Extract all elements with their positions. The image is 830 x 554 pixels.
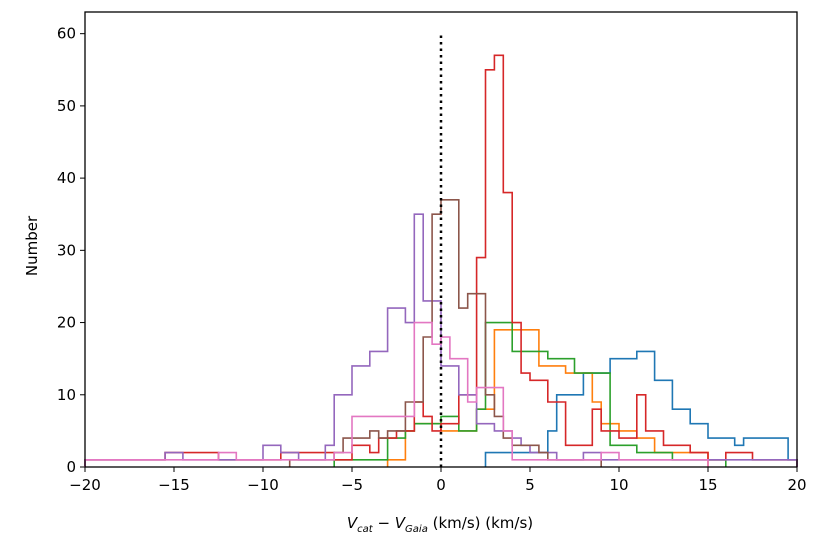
- histogram-series-red: [84, 54, 798, 467]
- histogram-series: [84, 54, 798, 467]
- y-tick-label: 60: [57, 25, 76, 43]
- y-axis-ticks: 0 10 20 30 40 50 60: [57, 25, 85, 476]
- y-axis-label: Number: [23, 215, 41, 276]
- x-tick-label: 10: [609, 476, 628, 494]
- x-tick-label: −5: [341, 476, 363, 494]
- y-tick-label: 30: [57, 241, 76, 259]
- x-tick-label: −15: [158, 476, 190, 494]
- x-tick-label: −20: [69, 476, 101, 494]
- x-tick-label: −10: [247, 476, 279, 494]
- y-tick-label: 50: [57, 97, 76, 115]
- y-tick-label: 20: [57, 314, 76, 332]
- y-tick-label: 10: [57, 386, 76, 404]
- x-tick-label: 5: [525, 476, 535, 494]
- plot-frame: [84, 11, 798, 468]
- y-tick-label: 0: [66, 458, 76, 476]
- x-tick-label: 20: [787, 476, 806, 494]
- x-axis-label: Vcat − VGaia (km/s) (km/s): [347, 514, 533, 535]
- histogram-series-blue: [484, 350, 798, 467]
- x-tick-label: 15: [698, 476, 717, 494]
- histogram-series-pink: [84, 321, 709, 467]
- x-axis-ticks: −20 −15 −10 −5 0 5 10 15 20: [69, 467, 807, 494]
- histogram-series-brown: [288, 198, 602, 467]
- y-tick-label: 40: [57, 169, 76, 187]
- histogram-series-purple: [84, 213, 798, 467]
- x-tick-label: 0: [436, 476, 446, 494]
